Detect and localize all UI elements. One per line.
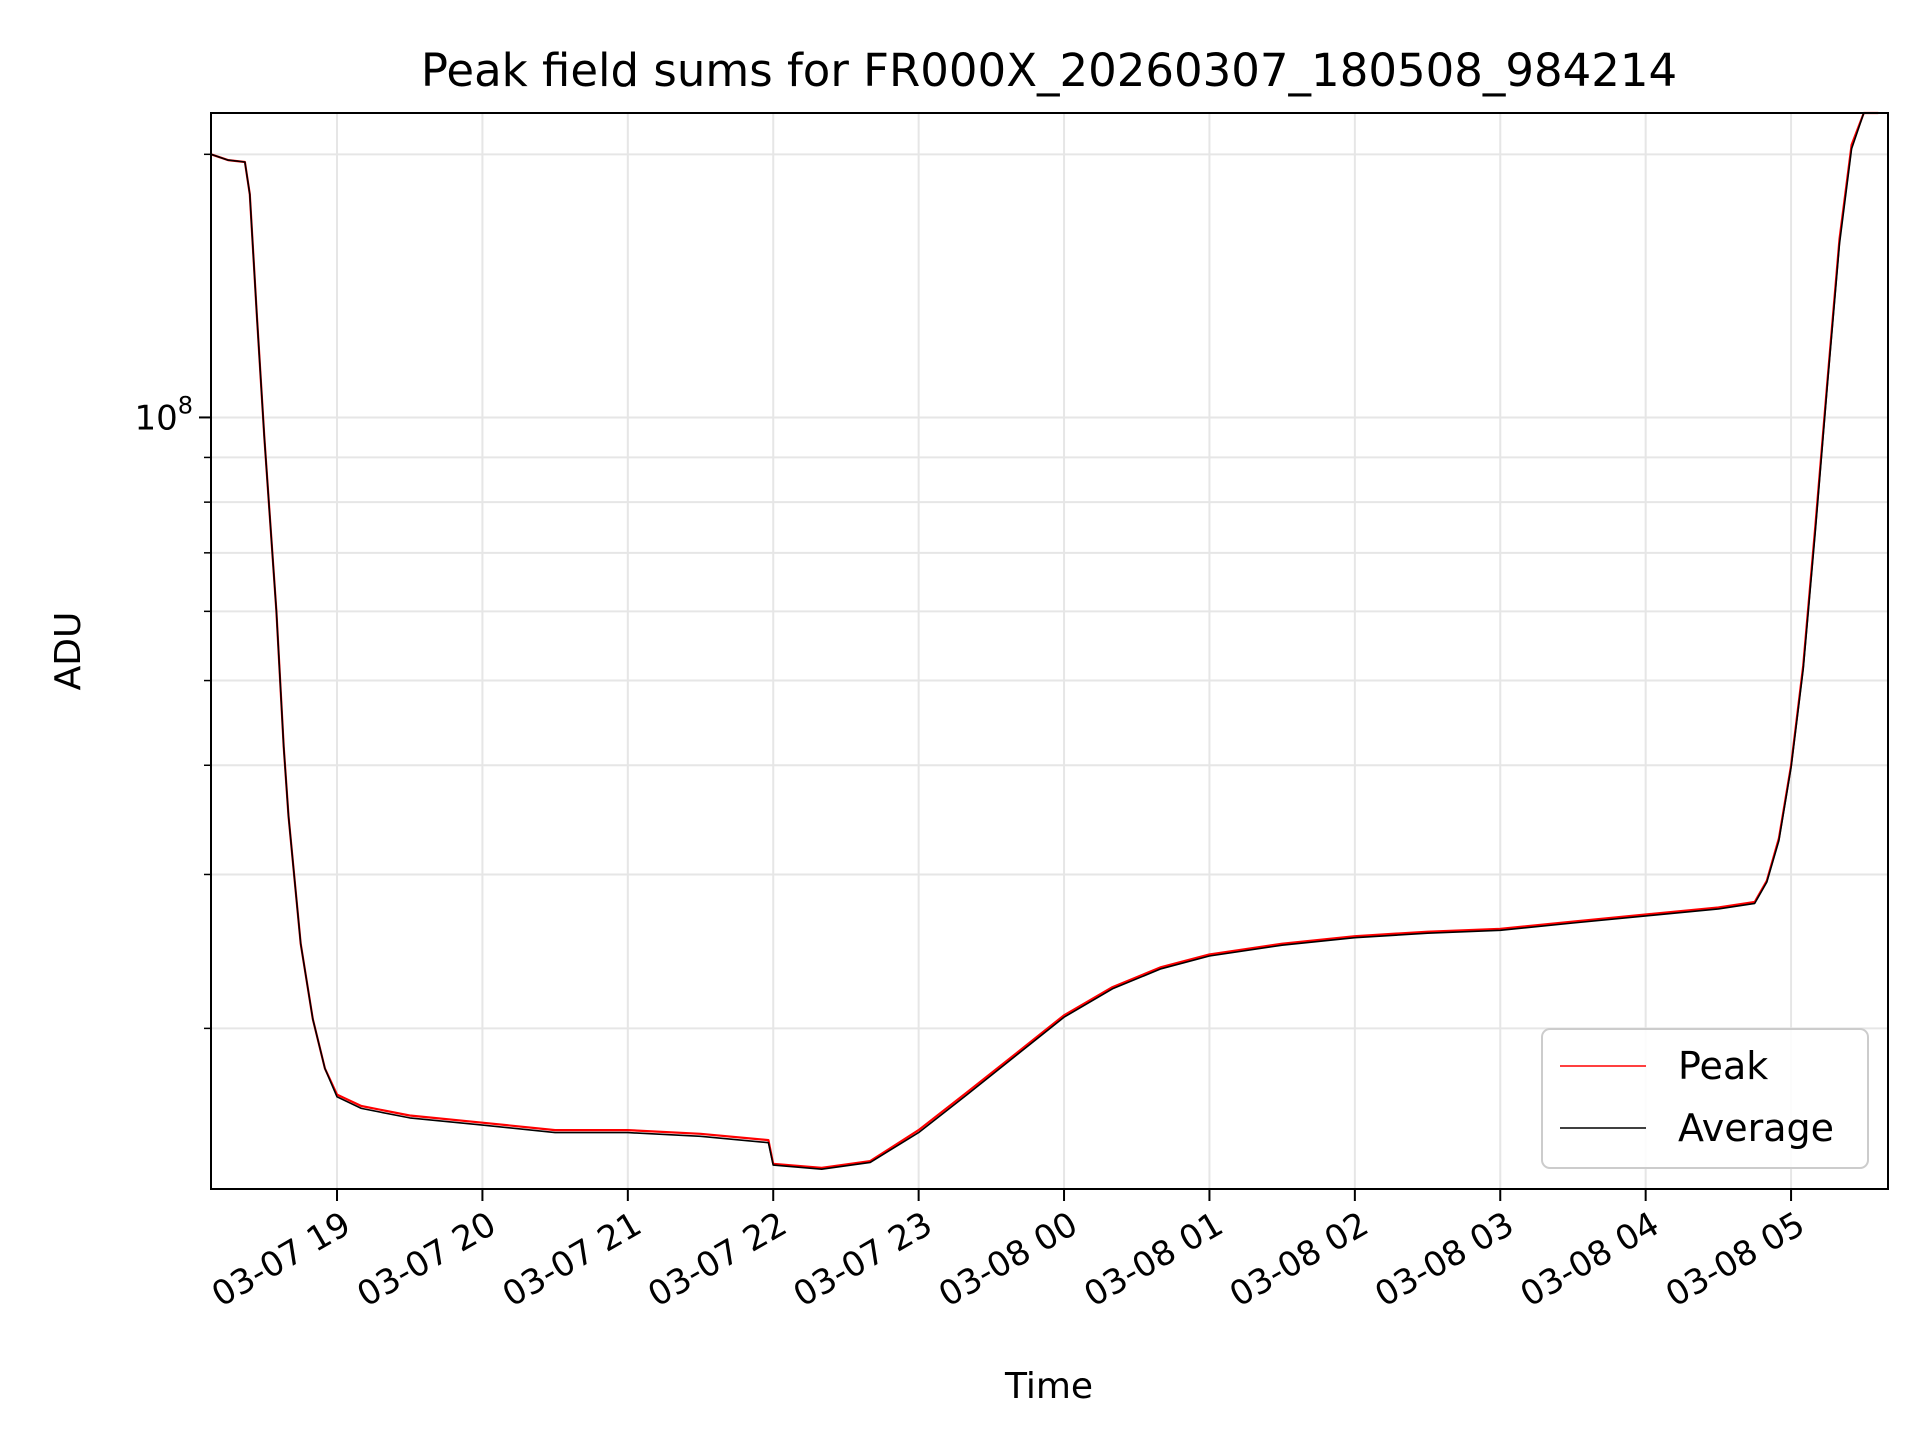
plot-frame — [210, 112, 1889, 1190]
legend-box — [1541, 1028, 1869, 1169]
y-tick-label-exponent: 8 — [178, 391, 193, 419]
legend-label-average: Average — [1678, 1106, 1834, 1150]
x-axis-label: Time — [1004, 1366, 1093, 1407]
y-tick-label-base: 10 — [134, 398, 177, 438]
legend: Peak Average — [1541, 1028, 1869, 1169]
legend-label-peak: Peak — [1678, 1044, 1768, 1088]
chart-title: Peak field sums for FR000X_20260307_1805… — [421, 44, 1677, 97]
series-line-average — [210, 112, 1879, 1170]
series-lines — [210, 111, 1879, 1170]
y-axis-label: ADU — [48, 612, 89, 691]
grid — [211, 113, 1888, 1189]
y-axis-ticks: 108 — [134, 153, 211, 1030]
y-tick-label: 108 — [134, 391, 193, 438]
